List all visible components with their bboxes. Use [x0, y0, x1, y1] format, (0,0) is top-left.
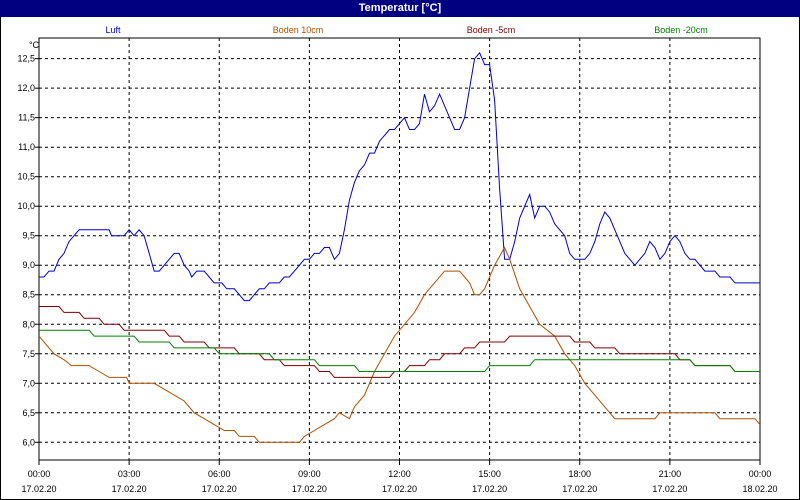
series-line — [39, 306, 760, 378]
x-tick-time: 21:00 — [659, 469, 682, 479]
x-tick-time: 09:00 — [298, 469, 321, 479]
y-tick-label: 11,0 — [18, 142, 35, 152]
chart-title: Temperatur [°C] — [0, 0, 800, 17]
y-tick-label: 12,5 — [17, 54, 35, 64]
y-tick-label: 7,0 — [22, 378, 35, 388]
legend-entry: Boden -20cm — [654, 25, 708, 35]
legend-entry: Boden 10cm — [273, 25, 324, 35]
legend-entry: Luft — [105, 25, 121, 35]
x-tick-time: 15:00 — [478, 469, 501, 479]
x-tick-time: 06:00 — [208, 469, 231, 479]
x-axis: 00:00 17.02.20 03:00 17.02.20 06:00 17.02.20 0… — [21, 460, 778, 494]
y-axis-label: °C — [29, 40, 40, 50]
x-tick-date: 18.02.20 — [742, 484, 777, 494]
x-tick-time: 00:00 — [28, 469, 51, 479]
y-tick-label: 6,0 — [22, 437, 35, 447]
y-axis: 6,0 6,5 7,0 7,5 8,0 8,5 9,0 9,5 10,0 10,5 11,0 11,5… — [17, 54, 39, 447]
x-tick-date: 17.02.20 — [562, 484, 597, 494]
series-lines — [38, 51, 761, 443]
x-tick-date: 17.02.20 — [21, 484, 56, 494]
y-tick-label: 11,5 — [18, 113, 35, 123]
grid — [39, 38, 760, 460]
legend-entry: Boden -5cm — [467, 25, 516, 35]
y-tick-label: 12,0 — [17, 83, 35, 93]
y-tick-label: 9,0 — [22, 260, 35, 270]
y-tick-label: 7,5 — [22, 349, 35, 359]
y-tick-label: 10,0 — [17, 201, 35, 211]
series-line — [38, 246, 761, 443]
x-tick-date: 17.02.20 — [112, 484, 147, 494]
x-tick-time: 03:00 — [118, 469, 141, 479]
series-line — [39, 329, 760, 372]
x-tick-time: 12:00 — [388, 469, 411, 479]
x-tick-date: 17.02.20 — [382, 484, 417, 494]
series-line — [39, 51, 760, 302]
y-tick-label: 6,5 — [22, 408, 35, 418]
x-tick-date: 17.02.20 — [202, 484, 237, 494]
y-tick-label: 8,0 — [22, 319, 35, 329]
x-tick-date: 17.02.20 — [472, 484, 507, 494]
y-tick-label: 8,5 — [22, 290, 35, 300]
y-tick-label: 9,5 — [22, 231, 35, 241]
x-tick-time: 18:00 — [568, 469, 591, 479]
x-tick-date: 17.02.20 — [292, 484, 327, 494]
x-tick-time: 00:00 — [749, 469, 772, 479]
x-tick-date: 17.02.20 — [652, 484, 687, 494]
legend: Luft Boden 10cm Boden -5cm Boden -20cm — [105, 25, 707, 35]
y-tick-label: 10,5 — [17, 172, 35, 182]
